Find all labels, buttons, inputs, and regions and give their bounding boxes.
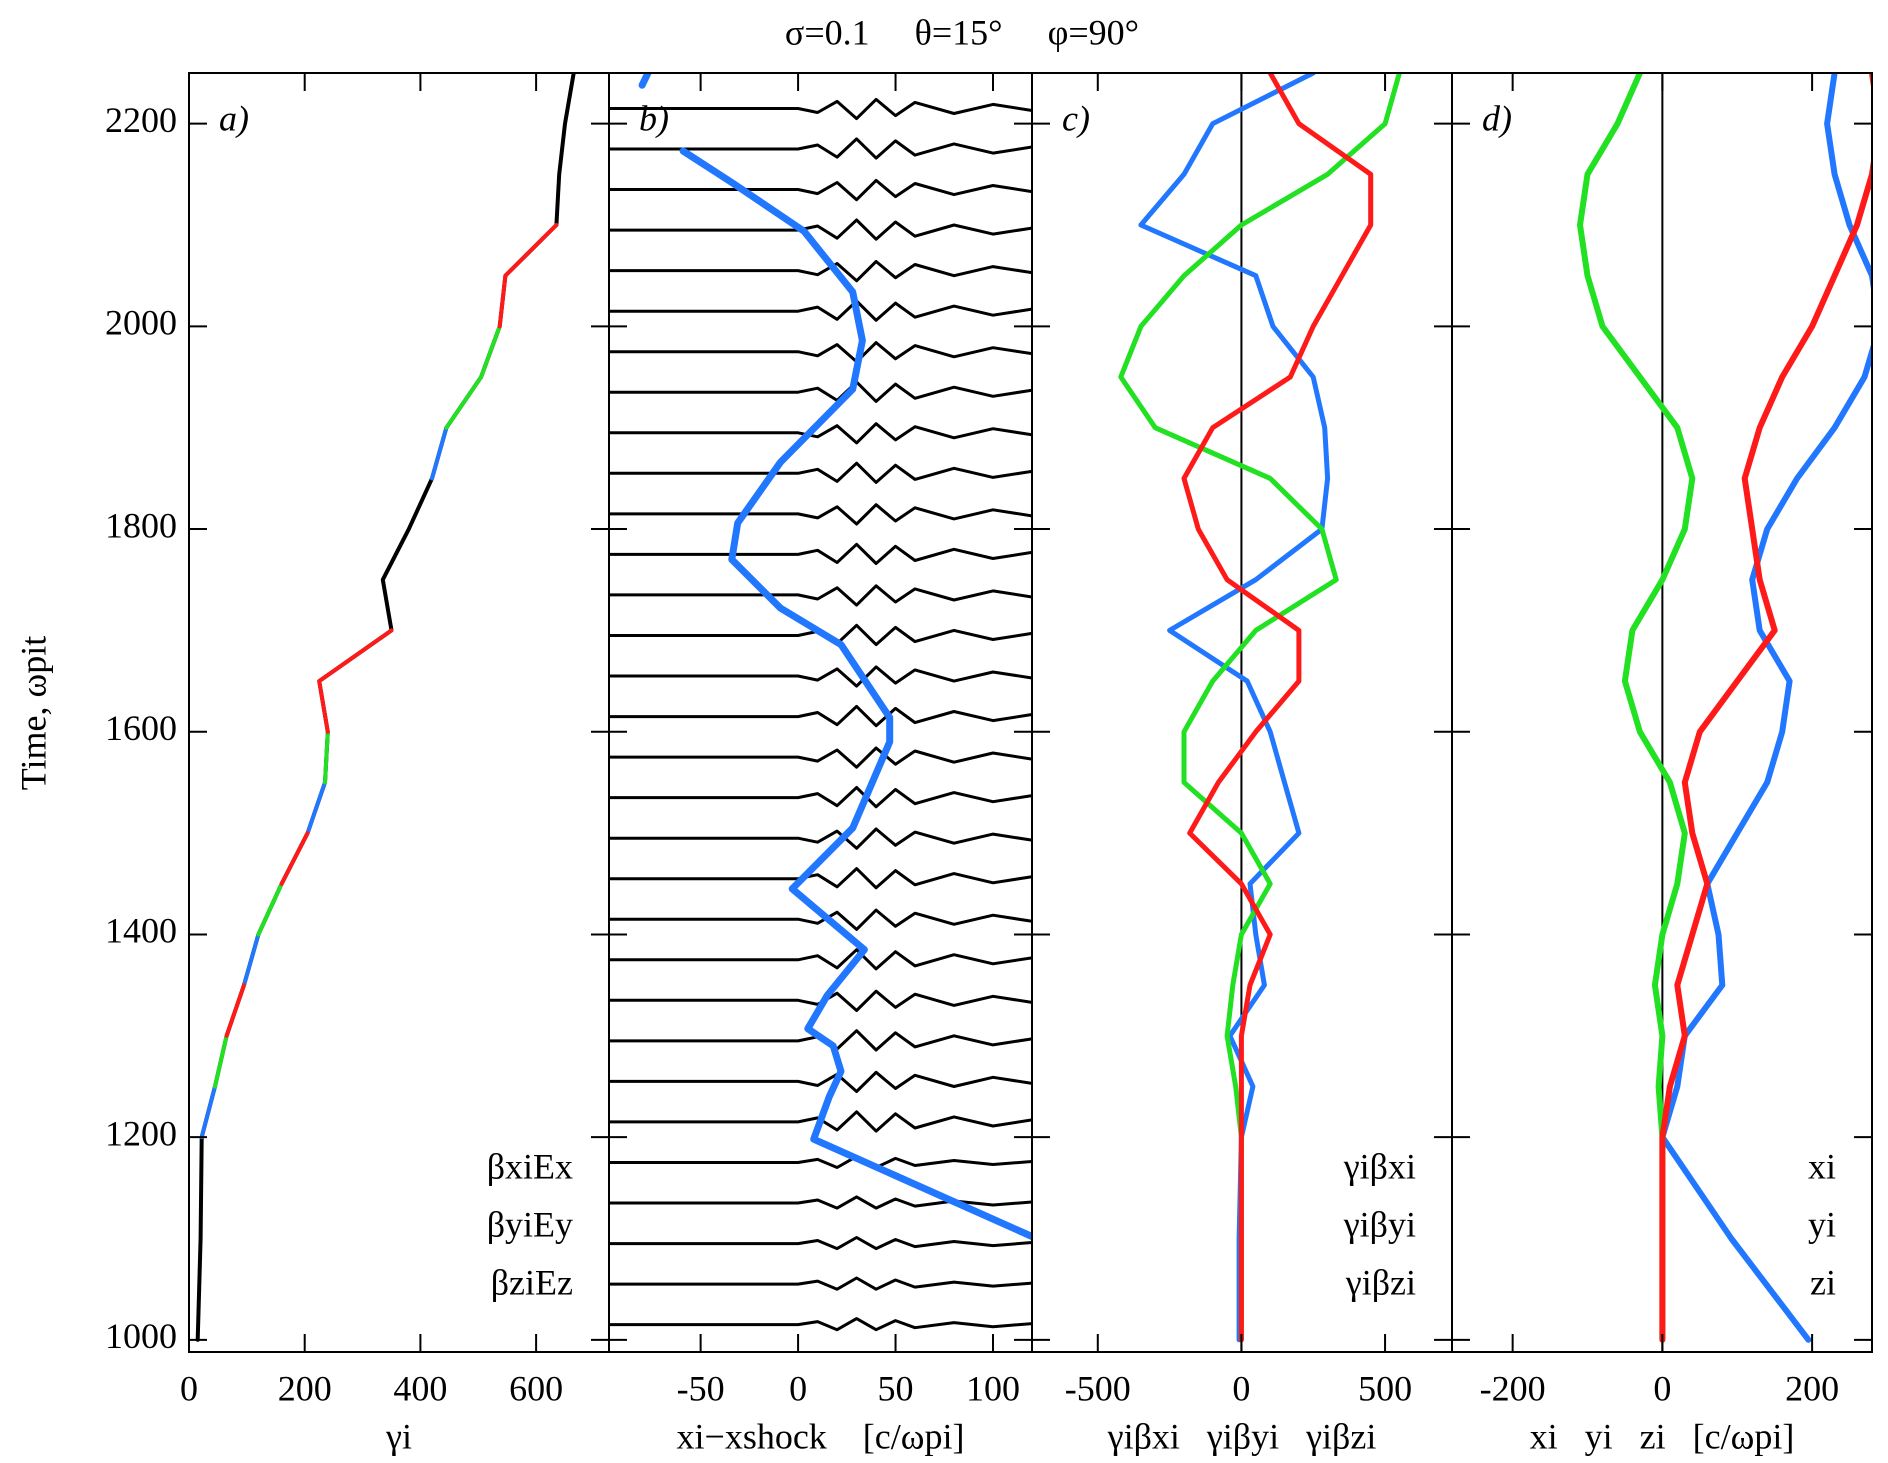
panel-label: a) <box>219 98 249 138</box>
field-profile <box>609 299 1032 322</box>
x-tick-label: 50 <box>878 1368 914 1408</box>
x-axis-label: γi <box>385 1416 412 1456</box>
legend-entry: γiβxi <box>1343 1146 1416 1186</box>
x-tick-label: -50 <box>677 1368 725 1408</box>
data-line <box>1181 73 1374 1343</box>
data-line <box>1659 73 1872 1343</box>
panel-plot <box>609 73 1032 1332</box>
figure-title: σ=0.1 θ=15° φ=90° <box>785 12 1139 52</box>
field-profile <box>609 1029 1032 1052</box>
x-tick-label: 400 <box>393 1368 447 1408</box>
x-tick-label: -500 <box>1065 1368 1131 1408</box>
field-profile <box>609 341 1032 364</box>
x-tick-label: 600 <box>509 1368 563 1408</box>
field-profile <box>609 908 1032 931</box>
legend-entry: βziEz <box>491 1262 573 1302</box>
x-tick-label: 0 <box>1232 1368 1250 1408</box>
field-profile <box>609 665 1032 688</box>
field-profile <box>609 1236 1032 1251</box>
field-profile <box>609 380 1032 403</box>
x-tick-label: 0 <box>1653 1368 1671 1408</box>
x-axis-label: xi−xshock [c/ωpi] <box>677 1416 965 1456</box>
field-profile <box>609 260 1032 283</box>
data-line <box>213 324 502 1089</box>
y-tick-label: 1600 <box>105 708 177 748</box>
field-profile <box>609 97 1032 121</box>
field-profile <box>609 989 1032 1012</box>
field-profile <box>609 1317 1032 1332</box>
data-line <box>1577 73 1696 1343</box>
legend-entry: yi <box>1808 1204 1836 1244</box>
panel-label: c) <box>1062 98 1090 138</box>
x-tick-label: 200 <box>278 1368 332 1408</box>
field-profile <box>609 623 1032 647</box>
field-profile <box>609 746 1032 769</box>
panel-plot <box>1118 73 1402 1352</box>
field-profile <box>609 1154 1032 1169</box>
field-profile <box>609 1276 1032 1291</box>
field-profile <box>609 542 1032 565</box>
legend-entry: γiβyi <box>1343 1204 1416 1244</box>
legend-entry: βxiEx <box>487 1146 573 1186</box>
x-tick-label: 0 <box>180 1368 198 1408</box>
data-line <box>224 223 559 1038</box>
field-profile <box>609 1110 1032 1133</box>
x-tick-label: 200 <box>1785 1368 1839 1408</box>
data-line <box>638 73 1032 1240</box>
legend-entry: xi <box>1808 1146 1836 1186</box>
x-tick-label: -200 <box>1480 1368 1546 1408</box>
data-line <box>199 425 449 1140</box>
y-tick-label: 1200 <box>105 1113 177 1153</box>
x-tick-label: 100 <box>966 1368 1020 1408</box>
field-profile <box>609 461 1032 484</box>
x-axis-label: xi yi zi [c/ωpi] <box>1530 1416 1795 1456</box>
field-profile <box>609 827 1032 850</box>
field-profile <box>609 948 1032 971</box>
panel-plot <box>1577 73 1872 1352</box>
y-tick-label: 1400 <box>105 911 177 951</box>
field-profile <box>609 584 1032 607</box>
field-profile <box>609 867 1032 890</box>
x-tick-label: 0 <box>789 1368 807 1408</box>
data-line <box>1659 73 1872 1343</box>
data-line <box>1118 73 1402 1343</box>
data-line <box>1138 73 1331 1343</box>
legend-entry: zi <box>1810 1262 1836 1302</box>
field-profile <box>609 218 1032 241</box>
field-profile <box>609 178 1032 202</box>
field-profile <box>609 137 1032 160</box>
y-tick-label: 1800 <box>105 505 177 545</box>
x-axis-label: γiβxi γiβyi γiβzi <box>1107 1416 1377 1456</box>
legend-entry: βyiEy <box>487 1204 573 1244</box>
field-profile <box>609 704 1032 728</box>
y-tick-label: 2000 <box>105 303 177 343</box>
field-profile <box>609 1070 1032 1093</box>
field-profile <box>609 422 1032 445</box>
field-profile <box>609 786 1032 809</box>
panel-label: d) <box>1482 98 1512 138</box>
x-tick-label: 500 <box>1358 1368 1412 1408</box>
y-tick-label: 2200 <box>105 100 177 140</box>
legend-entry: γiβzi <box>1345 1262 1416 1302</box>
field-profile <box>609 503 1032 526</box>
panel-label: b) <box>639 98 669 138</box>
panel-plot <box>195 73 576 1342</box>
y-tick-label: 1000 <box>105 1316 177 1356</box>
y-axis-label: Time, ωpit <box>13 636 53 790</box>
